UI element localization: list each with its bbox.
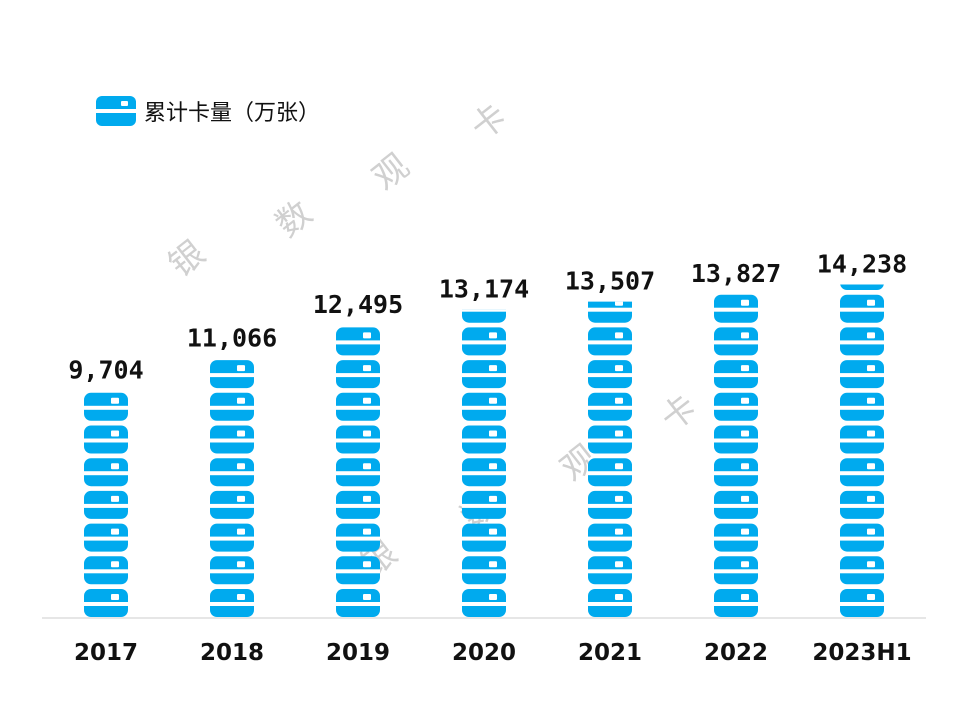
card-icon (840, 458, 884, 487)
card-icon (840, 589, 884, 617)
card-icon (588, 392, 632, 421)
bar (210, 360, 254, 617)
card-icon (588, 490, 632, 519)
card-icon (84, 392, 128, 421)
card-icon (336, 458, 380, 487)
card-icon (840, 360, 884, 389)
bank-card-icon (96, 96, 136, 126)
card-icon (840, 556, 884, 585)
card-icon (84, 458, 128, 487)
card-icon (336, 425, 380, 454)
card-icon (714, 458, 758, 487)
card-icon (210, 523, 254, 552)
card-icon (210, 589, 254, 617)
card-icon (336, 556, 380, 585)
card-icon (210, 458, 254, 487)
card-icon (336, 490, 380, 519)
card-icon (714, 360, 758, 389)
value-label: 14,238 (817, 250, 907, 279)
card-icon (462, 458, 506, 487)
card-icon (462, 556, 506, 585)
card-icon (714, 425, 758, 454)
card-icon (336, 360, 380, 389)
card-icon (840, 523, 884, 552)
card-icon (336, 523, 380, 552)
value-label: 11,066 (187, 324, 277, 353)
card-icon (714, 294, 758, 323)
card-icon (588, 556, 632, 585)
card-icon (840, 425, 884, 454)
card-icon (84, 556, 128, 585)
card-icon (84, 589, 128, 617)
card-icon (714, 392, 758, 421)
card-icon (840, 284, 884, 290)
value-label: 13,827 (691, 259, 781, 288)
card-icon (588, 458, 632, 487)
card-icon (840, 490, 884, 519)
card-icon (462, 309, 506, 323)
x-tick-label: 2018 (200, 640, 264, 666)
bar (462, 309, 506, 617)
card-icon (462, 360, 506, 389)
card-icon (588, 589, 632, 617)
card-icon (840, 294, 884, 323)
card-icon (840, 327, 884, 356)
card-icon (84, 490, 128, 519)
card-icon (462, 327, 506, 356)
value-label: 13,174 (439, 274, 529, 303)
card-icon (714, 589, 758, 617)
x-tick-label: 2017 (74, 640, 138, 666)
bar (588, 301, 632, 617)
x-tick-label: 2020 (452, 640, 516, 666)
card-icon (84, 523, 128, 552)
card-icon (210, 360, 254, 389)
card-icon (462, 589, 506, 617)
card-icon (462, 490, 506, 519)
card-icon (714, 490, 758, 519)
legend: 累计卡量（万张） (96, 96, 320, 126)
card-icon (588, 425, 632, 454)
bar (336, 327, 380, 617)
legend-label: 累计卡量（万张） (144, 101, 321, 126)
value-label: 9,704 (68, 355, 143, 384)
card-icon (588, 523, 632, 552)
card-icon (588, 360, 632, 389)
x-tick-label: 2022 (704, 640, 768, 666)
card-icon (714, 556, 758, 585)
card-icon (714, 327, 758, 356)
card-icon (336, 589, 380, 617)
value-label: 12,495 (313, 290, 403, 319)
card-icon (462, 523, 506, 552)
x-tick-label: 2021 (578, 640, 642, 666)
card-icon (336, 327, 380, 356)
bar (840, 284, 884, 617)
bar (714, 294, 758, 617)
x-tick-label: 2019 (326, 640, 390, 666)
card-icon (210, 392, 254, 421)
card-icon (588, 301, 632, 323)
card-icon (462, 392, 506, 421)
bar (84, 392, 128, 617)
card-icon (84, 425, 128, 454)
card-icon (210, 425, 254, 454)
value-label: 13,507 (565, 267, 655, 296)
x-tick-label: 2023H1 (812, 640, 911, 666)
card-icon (588, 327, 632, 356)
card-icon (336, 392, 380, 421)
card-icon (210, 556, 254, 585)
card-icon (840, 392, 884, 421)
card-icon (462, 425, 506, 454)
card-icon (210, 490, 254, 519)
card-icon (714, 523, 758, 552)
